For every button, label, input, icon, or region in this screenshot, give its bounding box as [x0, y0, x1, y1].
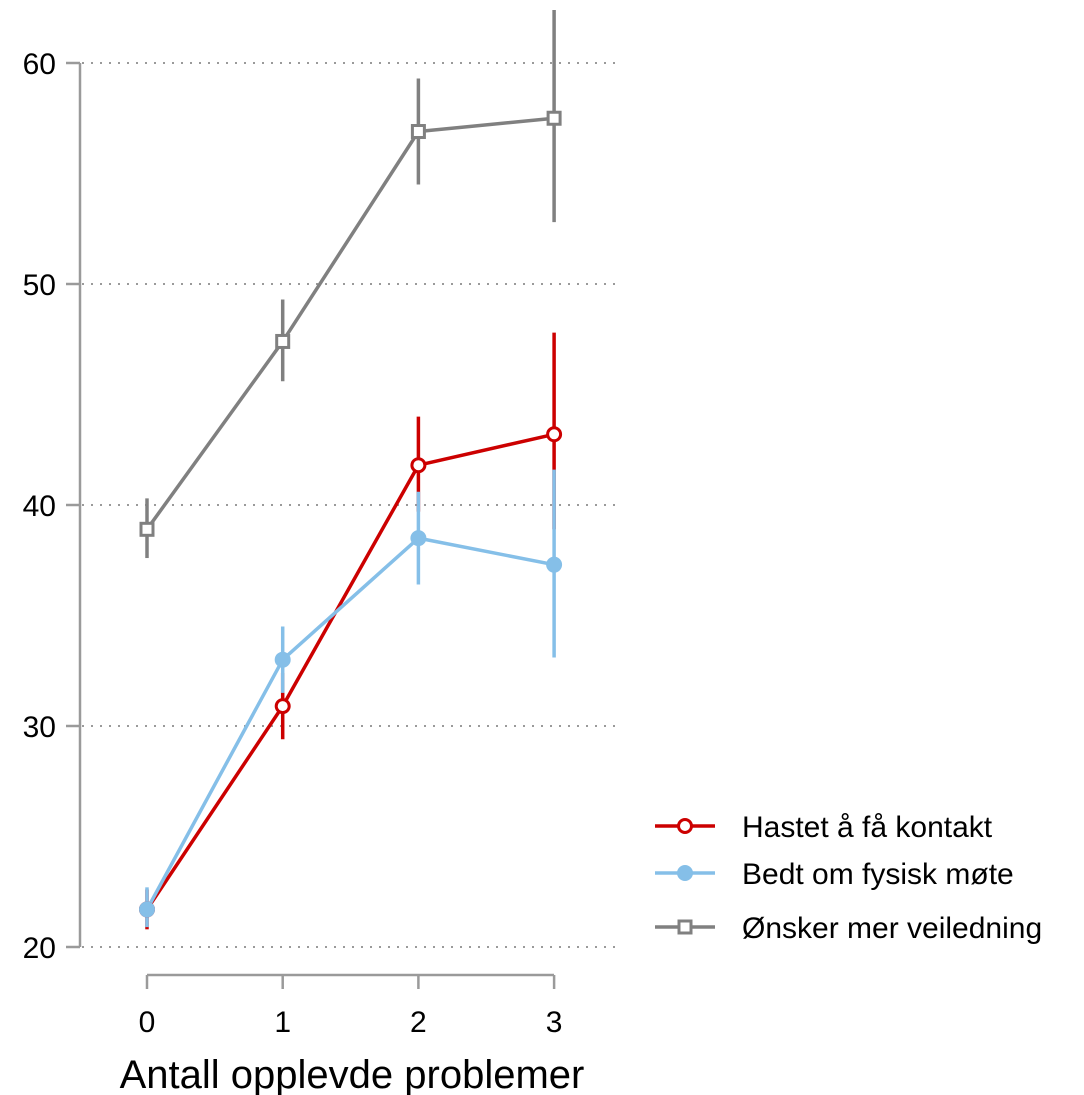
data-point	[274, 698, 291, 715]
y-tick-label: 20	[23, 932, 56, 965]
data-point	[139, 521, 155, 537]
y-tick-label: 50	[23, 269, 56, 302]
data-point	[410, 457, 427, 474]
data-point	[410, 124, 426, 140]
x-tick-label: 2	[410, 1006, 427, 1039]
y-axis-ticks: 20 30 40 50 60	[23, 48, 80, 965]
data-point	[546, 426, 563, 443]
data-point	[139, 901, 155, 918]
legend-label: Hastet å få kontakt	[742, 811, 993, 844]
data-point	[410, 530, 427, 547]
legend-label: Bedt om fysisk møte	[742, 858, 1014, 891]
legend-marker	[677, 818, 693, 834]
series-line	[145, 536, 555, 911]
series-lines	[145, 116, 555, 911]
y-tick-label: 30	[23, 711, 56, 744]
series-line	[145, 432, 555, 911]
data-point	[275, 333, 291, 349]
legend-marker	[677, 919, 693, 935]
data-point	[274, 651, 291, 668]
x-axis-title: Antall opplevde problemer	[120, 1053, 585, 1095]
legend-marker	[677, 865, 693, 881]
x-tick-label: 0	[139, 1006, 156, 1039]
series-line	[145, 116, 555, 531]
series-markers	[139, 110, 563, 918]
data-point	[546, 556, 563, 573]
legend-label: Ønsker mer veiledning	[742, 912, 1042, 945]
legend: Hastet å få kontakt Bedt om fysisk møte Øn…	[655, 811, 1042, 945]
y-tick-label: 40	[23, 490, 56, 523]
data-point	[546, 110, 562, 126]
error-bars	[145, 9, 556, 930]
x-tick-label: 3	[546, 1006, 563, 1039]
x-tick-label: 1	[274, 1006, 291, 1039]
x-axis-ticks: 0 1 2 3	[139, 975, 563, 1039]
y-tick-label: 60	[23, 48, 56, 81]
